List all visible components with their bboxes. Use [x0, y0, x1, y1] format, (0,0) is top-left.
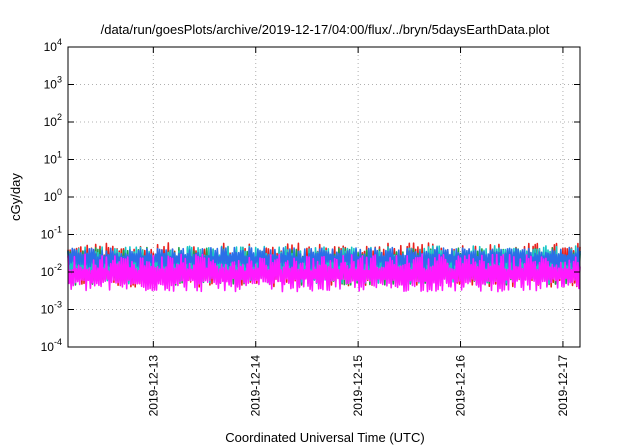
data-series [67, 242, 581, 293]
y-tick-label: 100 [44, 187, 62, 204]
axis-ticks: 10-4 10-3 10-2 10-1 100 101 102 103 104 2019-12-1… [41, 37, 580, 416]
y-tick-label: 103 [44, 75, 62, 92]
x-tick-label: 2019-12-13 [146, 355, 160, 417]
series-line-5 [67, 253, 581, 293]
y-tick-label: 10-3 [41, 300, 62, 317]
y-tick-label: 101 [44, 150, 62, 167]
x-tick-label: 2019-12-15 [351, 355, 365, 417]
x-tick-label: 2019-12-16 [454, 355, 468, 417]
x-axis-label: Coordinated Universal Time (UTC) [225, 430, 424, 445]
y-tick-label: 104 [44, 37, 62, 54]
y-tick-label: 102 [44, 112, 62, 129]
y-axis-label: cGy/day [8, 173, 23, 221]
x-tick-label: 2019-12-17 [556, 355, 570, 417]
grid-lines [68, 46, 580, 348]
x-tick-label: 2019-12-14 [249, 355, 263, 417]
y-tick-label: 10-1 [41, 225, 62, 242]
y-tick-label: 10-4 [41, 337, 62, 354]
chart-title: /data/run/goesPlots/archive/2019-12-17/0… [101, 22, 550, 37]
y-tick-label: 10-2 [41, 262, 62, 279]
